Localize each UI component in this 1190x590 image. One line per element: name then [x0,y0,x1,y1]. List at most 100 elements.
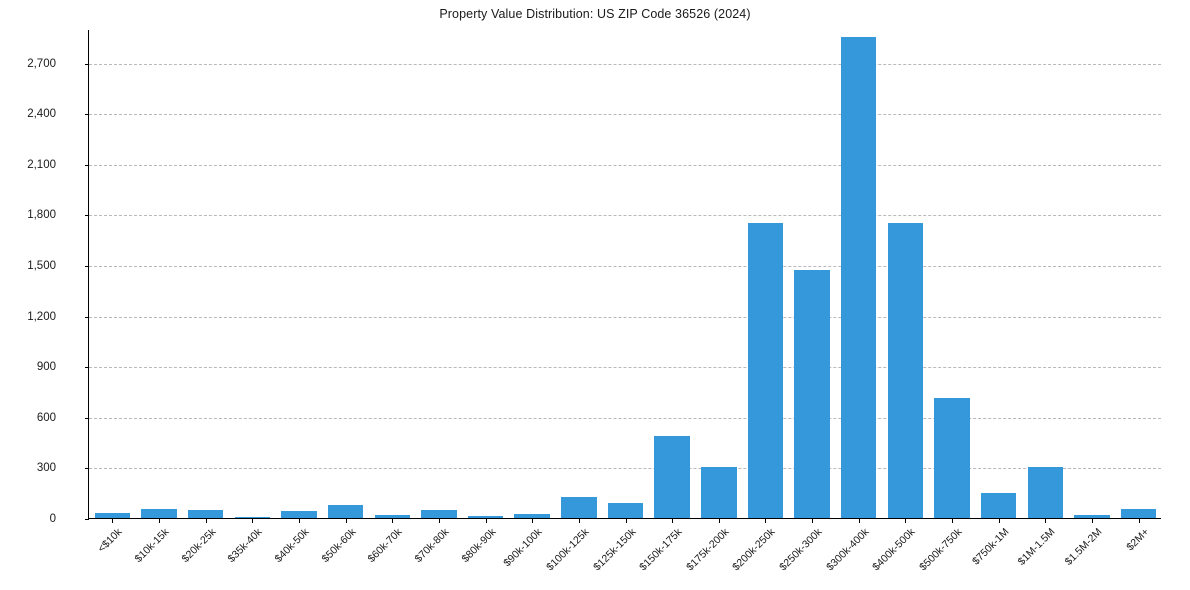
y-tick-label: 900 [36,361,56,374]
bar[interactable] [561,496,597,518]
gridline [89,114,1161,116]
x-tick-label: <$10k [95,526,125,555]
gridline [89,266,1161,268]
y-tick-label: 1,800 [27,209,56,222]
bar-slot [509,30,556,518]
gridline [89,417,1161,419]
bar-slot [556,30,603,518]
x-tick-mark [1138,519,1140,523]
y-tick-mark [85,63,89,65]
bar-slot [322,30,369,518]
x-tick-mark [532,519,534,523]
y-tick-label: 600 [36,411,56,424]
bar-slot [229,30,276,518]
x-tick-mark [905,519,907,523]
bar[interactable] [94,512,131,518]
bar[interactable] [841,37,877,518]
x-tick-mark [392,519,394,523]
x-tick-mark [1045,519,1047,523]
y-tick-mark [85,468,89,470]
gridline [89,316,1161,318]
y-tick-label: 2,700 [27,57,56,70]
bar-slot [1115,30,1162,518]
bar[interactable] [747,222,784,518]
y-tick-mark [85,266,89,268]
bar-series [89,30,1161,518]
bar-slot [182,30,229,518]
x-tick-mark [112,519,114,523]
x-tick-mark [252,519,254,523]
bar-slot [929,30,976,518]
x-tick-mark [672,519,674,523]
y-tick-label: 1,200 [27,310,56,323]
bar-slot [416,30,463,518]
y-tick-label: 300 [36,462,56,475]
y-tick-mark [85,164,89,166]
bar[interactable] [1074,515,1110,518]
bar[interactable] [514,513,550,518]
bar[interactable] [281,511,317,518]
bar-slot [882,30,929,518]
bar[interactable] [1027,467,1064,518]
bar[interactable] [654,436,690,518]
x-tick-mark [578,519,580,523]
bar[interactable] [934,398,970,518]
x-tick-mark [1092,519,1094,523]
bar[interactable] [421,509,457,518]
x-tick-mark [858,519,860,523]
y-tick-mark [85,316,89,318]
x-tick-mark [625,519,627,523]
bar-slot [742,30,789,518]
y-tick-mark [85,215,89,217]
gridline [89,63,1161,65]
y-tick-mark [85,417,89,419]
bar-slot [1069,30,1116,518]
bar[interactable] [980,492,1017,518]
y-tick-mark [85,519,89,520]
bar[interactable] [374,514,410,518]
bar[interactable] [887,222,924,518]
y-tick-label: 2,400 [27,108,56,121]
x-tick-mark [345,519,347,523]
bar[interactable] [327,505,364,518]
bar-slot [835,30,882,518]
gridline [89,215,1161,217]
bar[interactable] [1120,508,1157,518]
y-tick-mark [85,367,89,369]
bar-slot [1022,30,1069,518]
bar[interactable] [141,508,177,518]
bar[interactable] [467,516,504,518]
bar-slot [276,30,323,518]
chart-title: Property Value Distribution: US ZIP Code… [439,7,751,21]
plot-area: 0 300 600 900 1,200 1,500 1,800 2,100 2,400 2,700… [27,30,1161,573]
x-tick-mark [765,519,767,523]
bar[interactable] [701,467,737,518]
x-tick-mark [952,519,954,523]
x-tick-mark [158,519,160,523]
x-tick-mark [485,519,487,523]
x-tick-mark [998,519,1000,523]
bar-slot [975,30,1022,518]
bar-slot [602,30,649,518]
y-tick-label: 2,100 [27,158,56,171]
bar-slot [89,30,136,518]
y-tick-label: 1,500 [27,260,56,273]
bar-slot [649,30,696,518]
gridline [89,468,1161,470]
bar[interactable] [187,510,224,518]
x-tick-mark [438,519,440,523]
bar-slot [695,30,742,518]
bar[interactable] [607,502,644,518]
bar-slot [136,30,183,518]
bar[interactable] [794,270,830,518]
bar[interactable] [234,516,270,518]
x-tick-mark [205,519,207,523]
bar-slot [462,30,509,518]
y-tick-mark [85,114,89,116]
bar-slot [789,30,836,518]
x-tick-mark [718,519,720,523]
x-tick-mark [812,519,814,523]
y-tick-label: 0 [49,513,56,525]
gridline [89,367,1161,369]
